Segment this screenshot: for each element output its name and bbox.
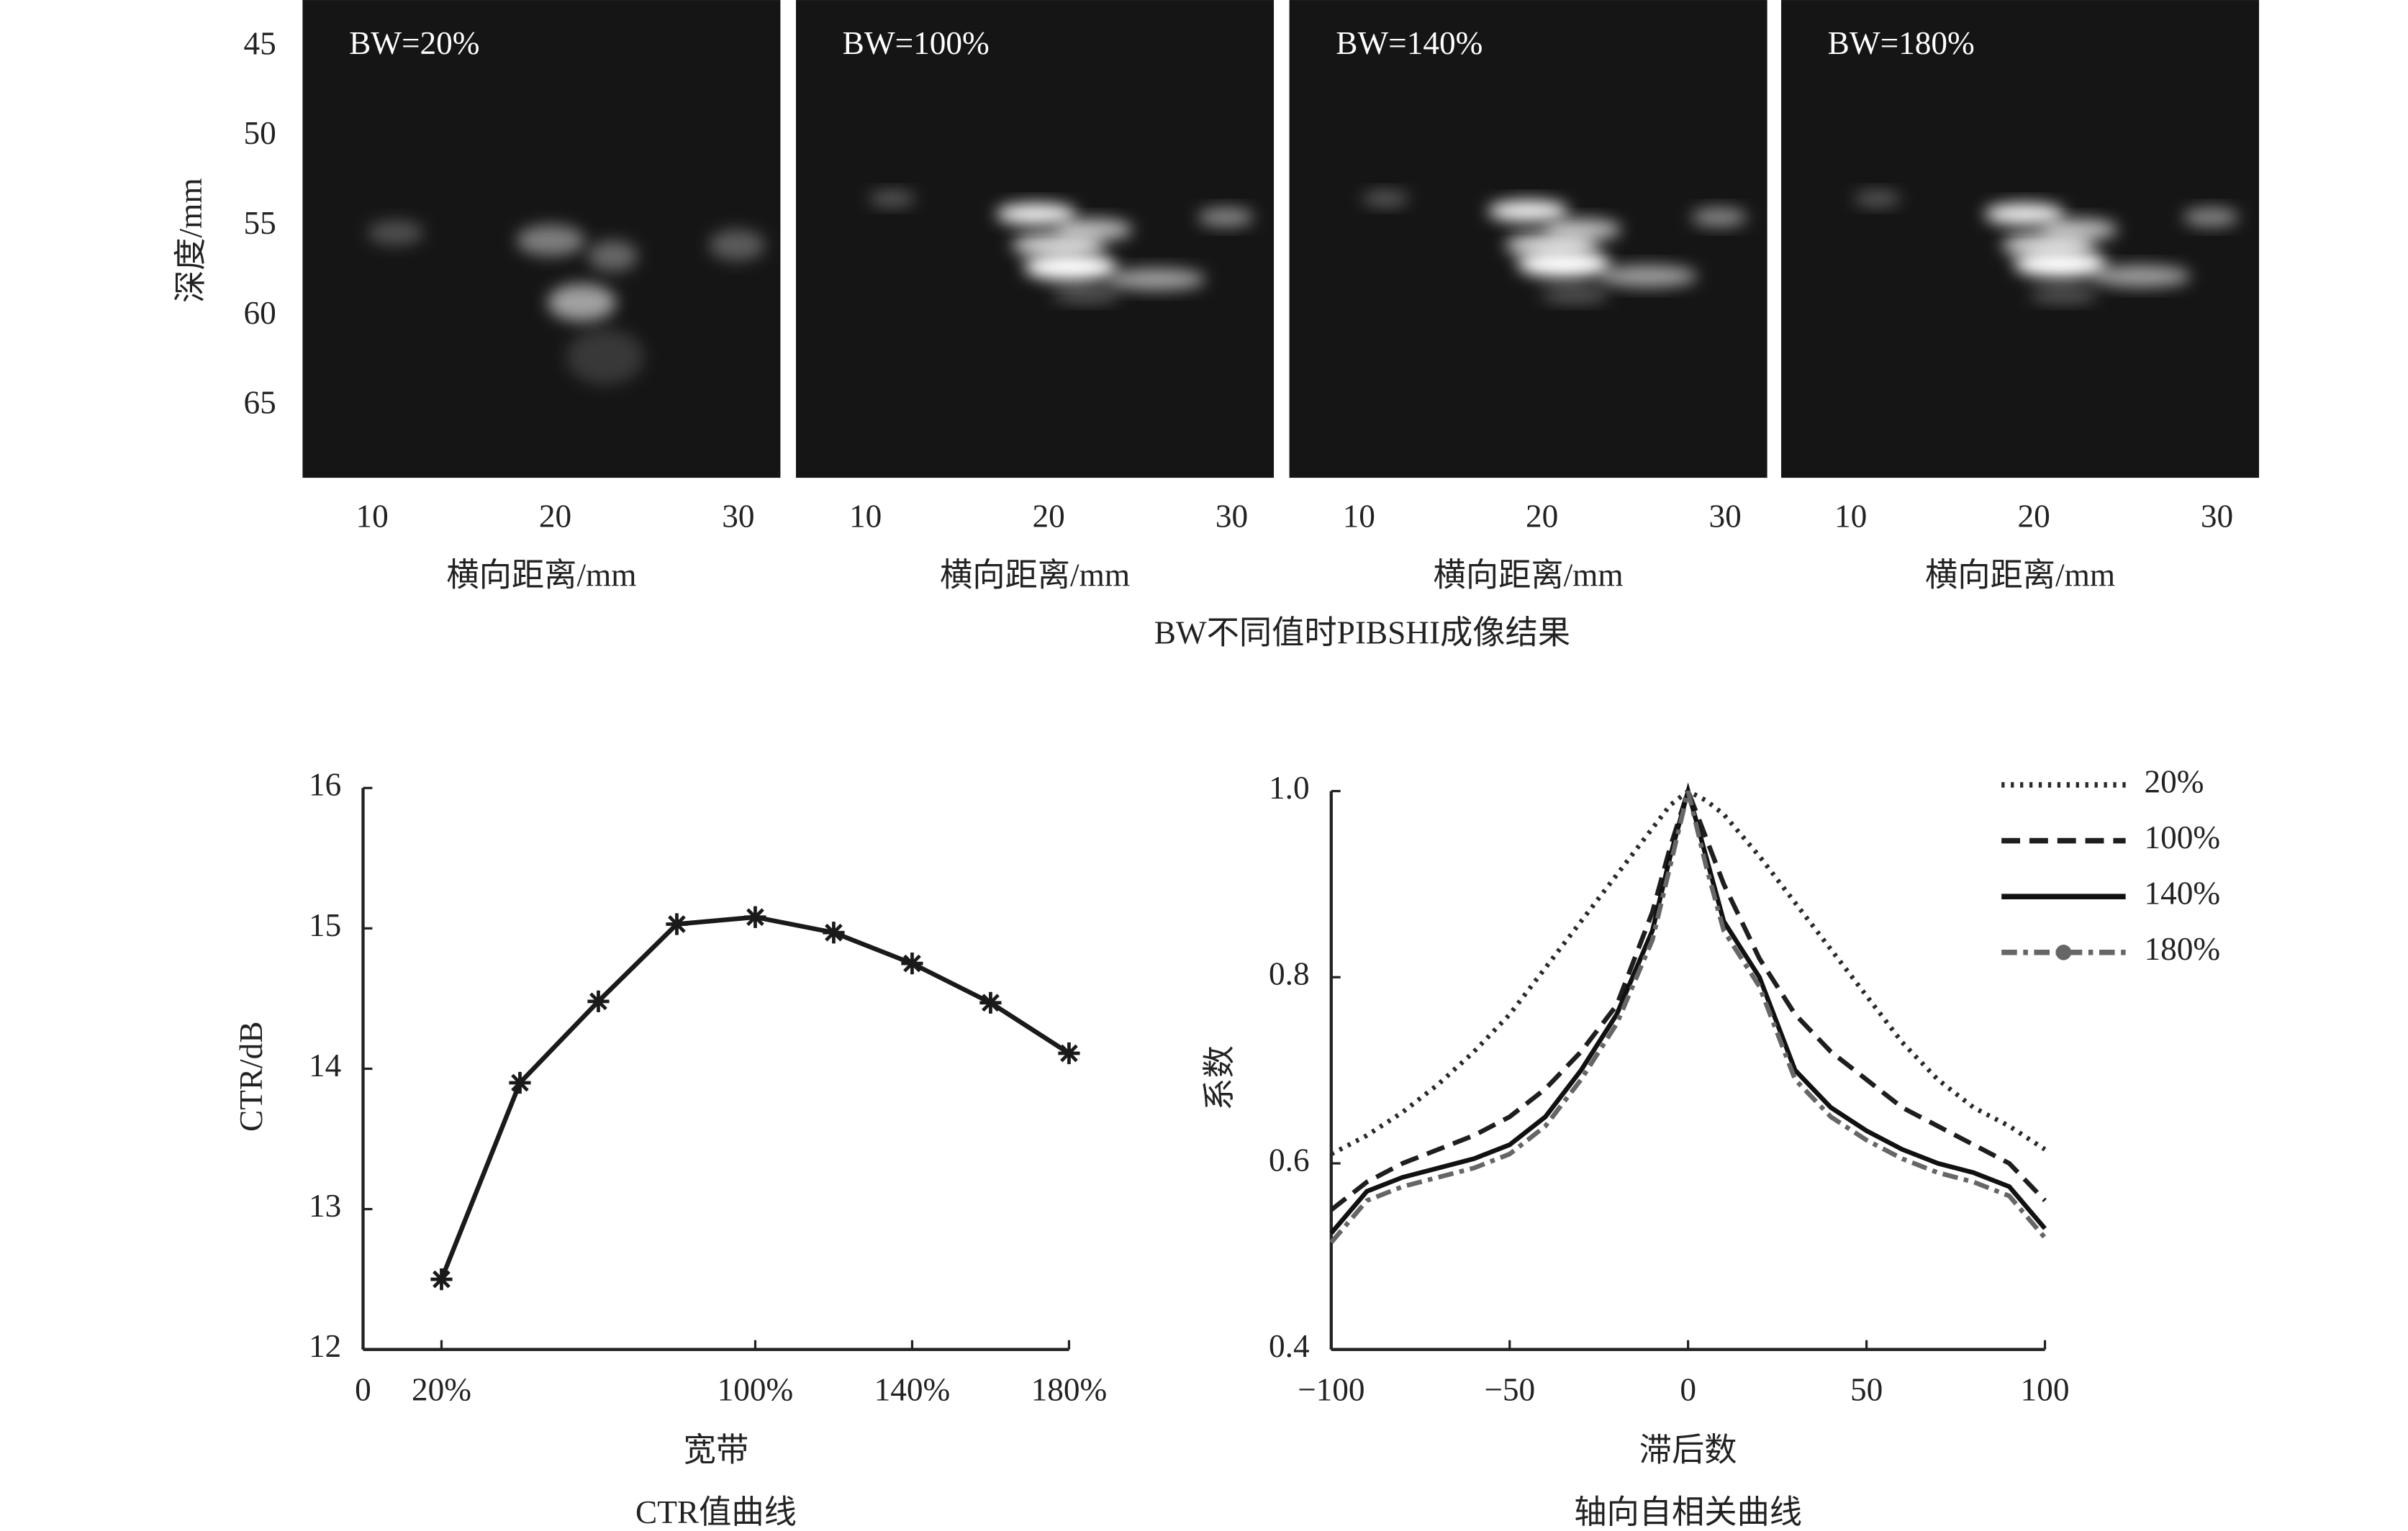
x-tick-label: −100	[1298, 1371, 1364, 1407]
x-tick-label: 20	[2017, 499, 2050, 535]
data-point	[901, 953, 923, 975]
x-tick-label: 100	[2021, 1371, 2070, 1407]
x-tick-label: 10	[849, 499, 882, 535]
data-line	[1329, 790, 2047, 1245]
x-axis-label: 横向距离/mm	[1434, 558, 1624, 594]
x-tick-label: 20	[1526, 499, 1558, 535]
legend-label: 20%	[2144, 763, 2204, 799]
panel-label: BW=140%	[1336, 25, 1483, 61]
x-tick-label: −50	[1484, 1371, 1535, 1407]
echo-speckle	[1023, 253, 1118, 281]
y-tick-label: 0.8	[1269, 956, 1310, 992]
data-point	[509, 1071, 531, 1094]
x-axis-label: 横向距离/mm	[1925, 558, 2115, 594]
echo-speckle	[588, 240, 638, 272]
x-tick-label: 140%	[874, 1371, 951, 1407]
echo-speckle	[1690, 207, 1747, 227]
y-tick-label: 45	[243, 25, 276, 61]
echo-speckle	[2014, 250, 2107, 278]
y-tick-label: 14	[309, 1048, 341, 1083]
echo-speckle	[2091, 265, 2191, 287]
x-tick-label: 30	[1216, 499, 1248, 535]
legend-label: 180%	[2144, 931, 2220, 967]
echo-speckle	[709, 230, 765, 261]
x-tick-label: 30	[1708, 499, 1741, 535]
legend-label: 100%	[2144, 819, 2220, 855]
y-tick-label: 55	[243, 205, 276, 241]
legend-marker	[2055, 945, 2072, 960]
echo-speckle	[869, 191, 915, 206]
x-tick-label: 20%	[412, 1371, 471, 1407]
x-axis-label: 宽带	[684, 1432, 749, 1468]
y-tick-label: 1.0	[1269, 770, 1310, 806]
data-line	[1330, 788, 2047, 1156]
x-tick-label: 20	[539, 499, 571, 535]
panel-label: BW=100%	[843, 25, 990, 61]
chart-title: CTR值曲线	[635, 1494, 797, 1530]
x-tick-label: 30	[2201, 499, 2233, 535]
echo-speckle	[1106, 268, 1206, 291]
y-tick-label: 15	[309, 907, 341, 943]
y-tick-label: 50	[243, 115, 276, 151]
y-tick-label: 0.4	[1269, 1328, 1310, 1364]
data-point	[979, 991, 1002, 1014]
echo-speckle	[1598, 265, 1698, 287]
data-point	[430, 1268, 453, 1291]
data-point	[823, 922, 845, 944]
echo-speckle	[516, 224, 585, 256]
y-tick-label: 12	[309, 1328, 341, 1364]
data-point	[666, 913, 688, 935]
echo-speckle	[1011, 232, 1105, 258]
echo-speckle	[566, 329, 644, 385]
x-tick-label: 20	[1032, 499, 1064, 535]
data-line	[1329, 782, 2047, 1235]
echo-speckle	[1984, 203, 2065, 225]
data-line	[439, 914, 1071, 1281]
x-tick-label: 10	[1834, 499, 1867, 535]
echo-speckle	[548, 283, 616, 322]
echo-speckle	[367, 220, 424, 245]
data-point	[744, 906, 766, 928]
echo-speckle	[1362, 191, 1409, 206]
x-tick-label: 10	[356, 499, 388, 535]
x-tick-label: 50	[1850, 1371, 1883, 1407]
x-tick-label: 180%	[1031, 1371, 1108, 1407]
echo-speckle	[1198, 207, 1254, 227]
echo-speckle	[2029, 286, 2098, 303]
x-tick-label: 0	[355, 1371, 371, 1407]
echo-speckle	[996, 203, 1077, 225]
legend-label: 140%	[2144, 876, 2220, 912]
data-point	[587, 990, 610, 1012]
data-line	[1329, 783, 2047, 1212]
echo-speckle	[1488, 200, 1569, 222]
data-point	[1058, 1042, 1080, 1065]
y-tick-label: 65	[243, 385, 276, 421]
x-tick-label: 30	[722, 499, 754, 535]
x-tick-label: 10	[1343, 499, 1375, 535]
y-tick-label: 16	[309, 767, 341, 803]
y-tick-label: 60	[243, 295, 276, 331]
echo-speckle	[1051, 286, 1121, 303]
chart-title: 轴向自相关曲线	[1574, 1494, 1802, 1530]
echo-speckle	[1540, 286, 1609, 303]
panel-label: BW=20%	[349, 25, 479, 61]
figure-caption: BW不同值时PIBSHI成像结果	[1154, 614, 1570, 650]
x-tick-label: 0	[1680, 1371, 1696, 1407]
y-axis-label: CTR/dB	[233, 1022, 269, 1132]
echo-speckle	[2183, 207, 2240, 227]
x-tick-label: 100%	[718, 1371, 794, 1407]
y-axis-label: 深度/mm	[173, 178, 209, 303]
x-axis-label: 滞后数	[1639, 1432, 1737, 1468]
echo-speckle	[1854, 191, 1901, 206]
x-axis-label: 横向距离/mm	[940, 558, 1130, 594]
echo-speckle	[1517, 250, 1611, 278]
y-tick-label: 0.6	[1269, 1142, 1310, 1178]
y-tick-label: 13	[309, 1188, 341, 1224]
x-axis-label: 横向距离/mm	[446, 558, 636, 594]
y-axis-label: 系数	[1201, 1045, 1237, 1111]
panel-label: BW=180%	[1828, 25, 1975, 61]
